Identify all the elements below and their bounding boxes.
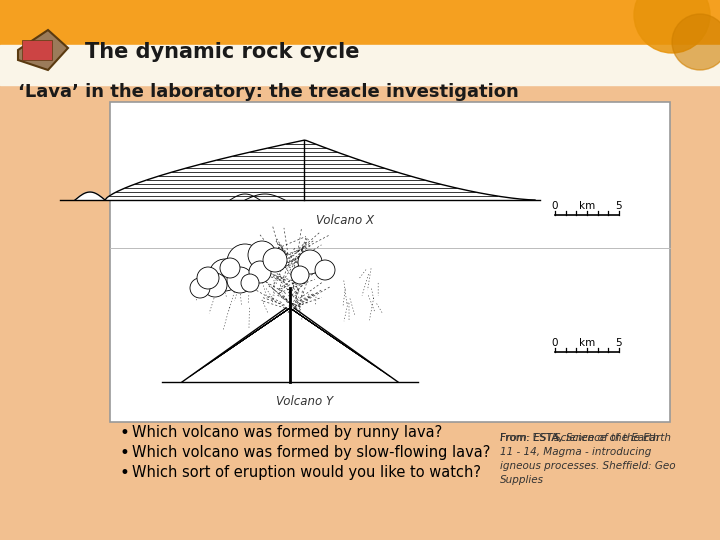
Circle shape — [209, 259, 241, 291]
Text: km: km — [579, 201, 595, 211]
Circle shape — [203, 273, 227, 297]
Bar — [0, 45, 720, 85]
Bar — [110, 102, 670, 422]
Text: km: km — [579, 338, 595, 348]
Polygon shape — [75, 140, 535, 200]
Circle shape — [263, 248, 287, 272]
Bar — [22, 40, 52, 60]
Text: Which sort of eruption would you like to watch?: Which sort of eruption would you like to… — [132, 465, 481, 481]
Text: The dynamic rock cycle: The dynamic rock cycle — [85, 42, 359, 62]
Text: Science of the Earth: Science of the Earth — [554, 433, 659, 443]
Text: •: • — [120, 464, 130, 482]
Polygon shape — [182, 308, 398, 382]
Text: Which volcano was formed by runny lava?: Which volcano was formed by runny lava? — [132, 426, 442, 441]
Text: From: ESTA, ​Science of the Earth
11 - 14, Magma - introducing
igneous processes: From: ESTA, ​Science of the Earth 11 - 1… — [500, 433, 675, 485]
Circle shape — [298, 250, 322, 274]
Circle shape — [197, 267, 219, 289]
Circle shape — [291, 266, 309, 284]
Circle shape — [190, 278, 210, 298]
Text: 5: 5 — [616, 338, 622, 348]
Circle shape — [672, 14, 720, 70]
Text: 0: 0 — [552, 338, 558, 348]
Text: 5: 5 — [616, 201, 622, 211]
Text: Volcano X: Volcano X — [316, 214, 374, 227]
Text: From: ESTA,: From: ESTA, — [500, 433, 565, 443]
Circle shape — [248, 241, 276, 269]
Bar — [0, 0, 720, 70]
Circle shape — [249, 261, 271, 283]
Text: Volcano Y: Volcano Y — [276, 395, 333, 408]
Text: Which volcano was formed by slow-flowing lava?: Which volcano was formed by slow-flowing… — [132, 446, 490, 461]
Text: ‘Lava’ in the laboratory: the treacle investigation: ‘Lava’ in the laboratory: the treacle in… — [18, 83, 518, 101]
Circle shape — [315, 260, 335, 280]
Circle shape — [220, 258, 240, 278]
Text: •: • — [120, 444, 130, 462]
Bar — [0, 70, 720, 540]
Circle shape — [227, 244, 263, 280]
Circle shape — [634, 0, 710, 53]
Text: •: • — [120, 424, 130, 442]
Polygon shape — [18, 30, 68, 70]
Text: 0: 0 — [552, 201, 558, 211]
Circle shape — [227, 267, 253, 293]
Circle shape — [241, 274, 259, 292]
